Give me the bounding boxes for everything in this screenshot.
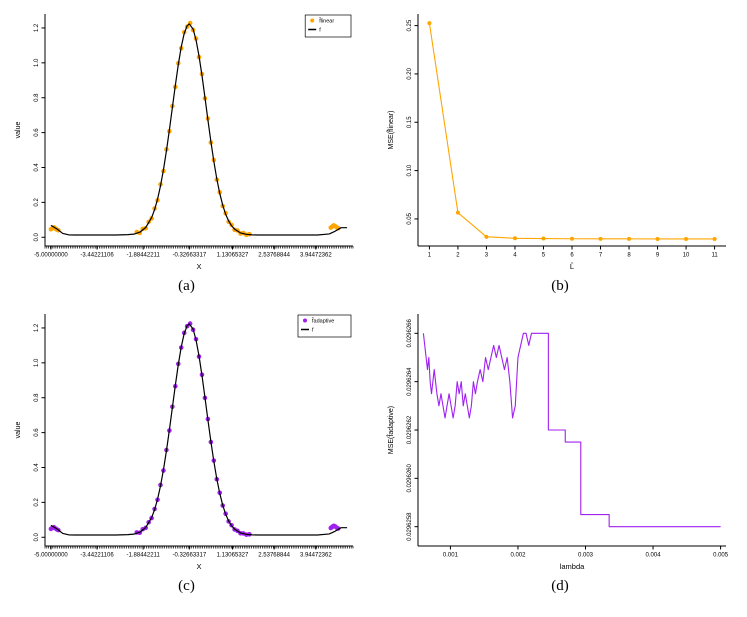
y-tick-label: 1.2: [34, 23, 40, 32]
panel-b-chart: 1 2 3 4 5 6 7 8 9 10 11 0.05 0.10 0.15 0.20 0.25 L̂ MSE(f…: [387, 14, 726, 271]
panel-d-chart: 0.001 0.002 0.003 0.004 0.005 0.0296258 0.0296…: [387, 314, 729, 571]
legend: f̂linear f: [304, 14, 351, 38]
y-axis-label: MSE(f̂adaptive): [387, 406, 395, 454]
legend-label: f̂adaptive: [311, 318, 334, 325]
x-tick-label: -1.88442211: [126, 253, 160, 259]
y-tick-label: 0.10: [407, 164, 413, 176]
x-tick-label: 8: [627, 253, 631, 259]
x-tick-label: -5.00000000: [34, 253, 68, 259]
y-tick-label: 0.25: [407, 19, 413, 31]
y-tick-label: 1.0: [34, 58, 40, 67]
x-tick-label: -0.32663317: [172, 253, 206, 259]
x-axis-label: X: [196, 262, 201, 271]
panel-b: 1 2 3 4 5 6 7 8 9 10 11 0.05 0.10 0.15 0.20 0.25 L̂ MSE(f…: [373, 6, 747, 306]
y-tick-label: 0.4: [34, 463, 40, 472]
y-tick-label: 0.2: [34, 498, 40, 507]
y-tick-label: 0.0296262: [407, 415, 413, 444]
x-tick-label: 1.13065327: [216, 253, 248, 259]
y-tick-label: 0.4: [34, 163, 40, 172]
x-axis-rug-ticks: [44, 246, 353, 249]
x-tick-label: 0.004: [646, 553, 662, 559]
x-tick-label: 2.53768844: [258, 553, 290, 559]
y-tick-label: 0.0: [34, 532, 40, 541]
x-tick-label: 5: [542, 253, 546, 259]
x-tick-label: 6: [570, 253, 574, 259]
x-tick-label: -5.00000000: [34, 553, 68, 559]
x-tick-label: 10: [683, 253, 690, 259]
x-axis-label: X: [196, 562, 201, 571]
x-tick-label: -3.44221106: [80, 253, 114, 259]
x-tick-label: 2: [456, 253, 460, 259]
y-tick-label: 0.6: [34, 428, 40, 437]
legend-label: f̂linear: [318, 18, 333, 25]
y-axis-label: value: [15, 422, 22, 439]
panel-a-caption: (a): [178, 278, 195, 294]
x-axis-label: L̂: [570, 262, 574, 271]
y-axis-label: value: [15, 122, 22, 139]
y-tick-label: 0.8: [34, 93, 40, 102]
x-tick-label: 3.94472362: [299, 253, 331, 259]
y-tick-label: 0.0296260: [407, 463, 413, 492]
x-tick-label: 0.002: [510, 553, 526, 559]
y-tick-label: 0.2: [34, 198, 40, 207]
legend: f̂adaptive f: [297, 314, 351, 338]
x-tick-label: 2.53768844: [258, 253, 290, 259]
series-MSE: [422, 332, 721, 528]
y-tick-label: 1.0: [34, 358, 40, 367]
series-MSE: [427, 21, 717, 241]
x-tick-label: 0.001: [443, 553, 459, 559]
x-tick-label: 1.13065327: [216, 553, 248, 559]
x-axis-rug-ticks: [44, 546, 353, 549]
x-tick-label: 1: [428, 253, 432, 259]
x-tick-label: 0.003: [578, 553, 594, 559]
x-tick-label: 3.94472362: [299, 553, 331, 559]
y-tick-label: 0.0: [34, 232, 40, 241]
axes: 0.001 0.002 0.003 0.004 0.005 0.0296258 0.0296…: [387, 314, 729, 571]
x-axis-label: lambda: [560, 562, 585, 571]
panel-c: -5.00000000 -3.44221106 -1.88442211 -0.3266…: [0, 306, 373, 606]
axes: -5.00000000 -3.44221106 -1.88442211 -0.3266…: [15, 14, 353, 271]
y-tick-label: 0.20: [407, 67, 413, 79]
y-tick-label: 0.0296264: [407, 367, 413, 396]
axes: -5.00000000 -3.44221106 -1.88442211 -0.3266…: [15, 314, 353, 571]
y-tick-label: 1.2: [34, 323, 40, 332]
series-f̂adaptive: [48, 321, 340, 537]
legend-marker-point: [309, 18, 314, 23]
panel-c-chart: -5.00000000 -3.44221106 -1.88442211 -0.3266…: [15, 314, 353, 571]
x-tick-label: -3.44221106: [80, 553, 114, 559]
series-f: [50, 23, 347, 236]
legend-label: f: [319, 28, 321, 34]
y-tick-label: 0.6: [34, 128, 40, 137]
panel-d: 0.001 0.002 0.003 0.004 0.005 0.0296258 0.0296…: [373, 306, 747, 606]
series-f: [50, 323, 347, 536]
x-tick-label: 7: [599, 253, 603, 259]
panel-b-caption: (b): [551, 278, 569, 294]
legend-label: f: [312, 328, 314, 334]
x-tick-label: -1.88442211: [126, 553, 160, 559]
y-tick-label: 0.8: [34, 393, 40, 402]
y-tick-label: 0.0296258: [407, 512, 413, 541]
panel-d-caption: (d): [551, 578, 569, 594]
axes: 1 2 3 4 5 6 7 8 9 10 11 0.05 0.10 0.15 0.20 0.25 L̂ MSE(f…: [387, 14, 726, 271]
panel-c-caption: (c): [178, 578, 195, 594]
series-f̂linear: [48, 20, 340, 238]
y-tick-label: 0.05: [407, 212, 413, 224]
y-tick-label: 0.15: [407, 116, 413, 128]
y-tick-label: 0.0296266: [407, 318, 413, 347]
x-tick-label: 11: [711, 253, 718, 259]
x-tick-label: 9: [656, 253, 660, 259]
legend-marker-point: [302, 318, 307, 323]
x-tick-label: -0.32663317: [172, 553, 206, 559]
y-axis-label: MSE(f̂linear): [387, 111, 395, 150]
x-tick-label: 4: [513, 253, 517, 259]
panel-a: -5.00000000 -3.44221106 -1.88442211 -0.3266…: [0, 6, 373, 306]
panel-a-chart: -5.00000000 -3.44221106 -1.88442211 -0.3266…: [15, 14, 353, 271]
x-tick-label: 3: [485, 253, 489, 259]
x-tick-label: 0.005: [713, 553, 729, 559]
